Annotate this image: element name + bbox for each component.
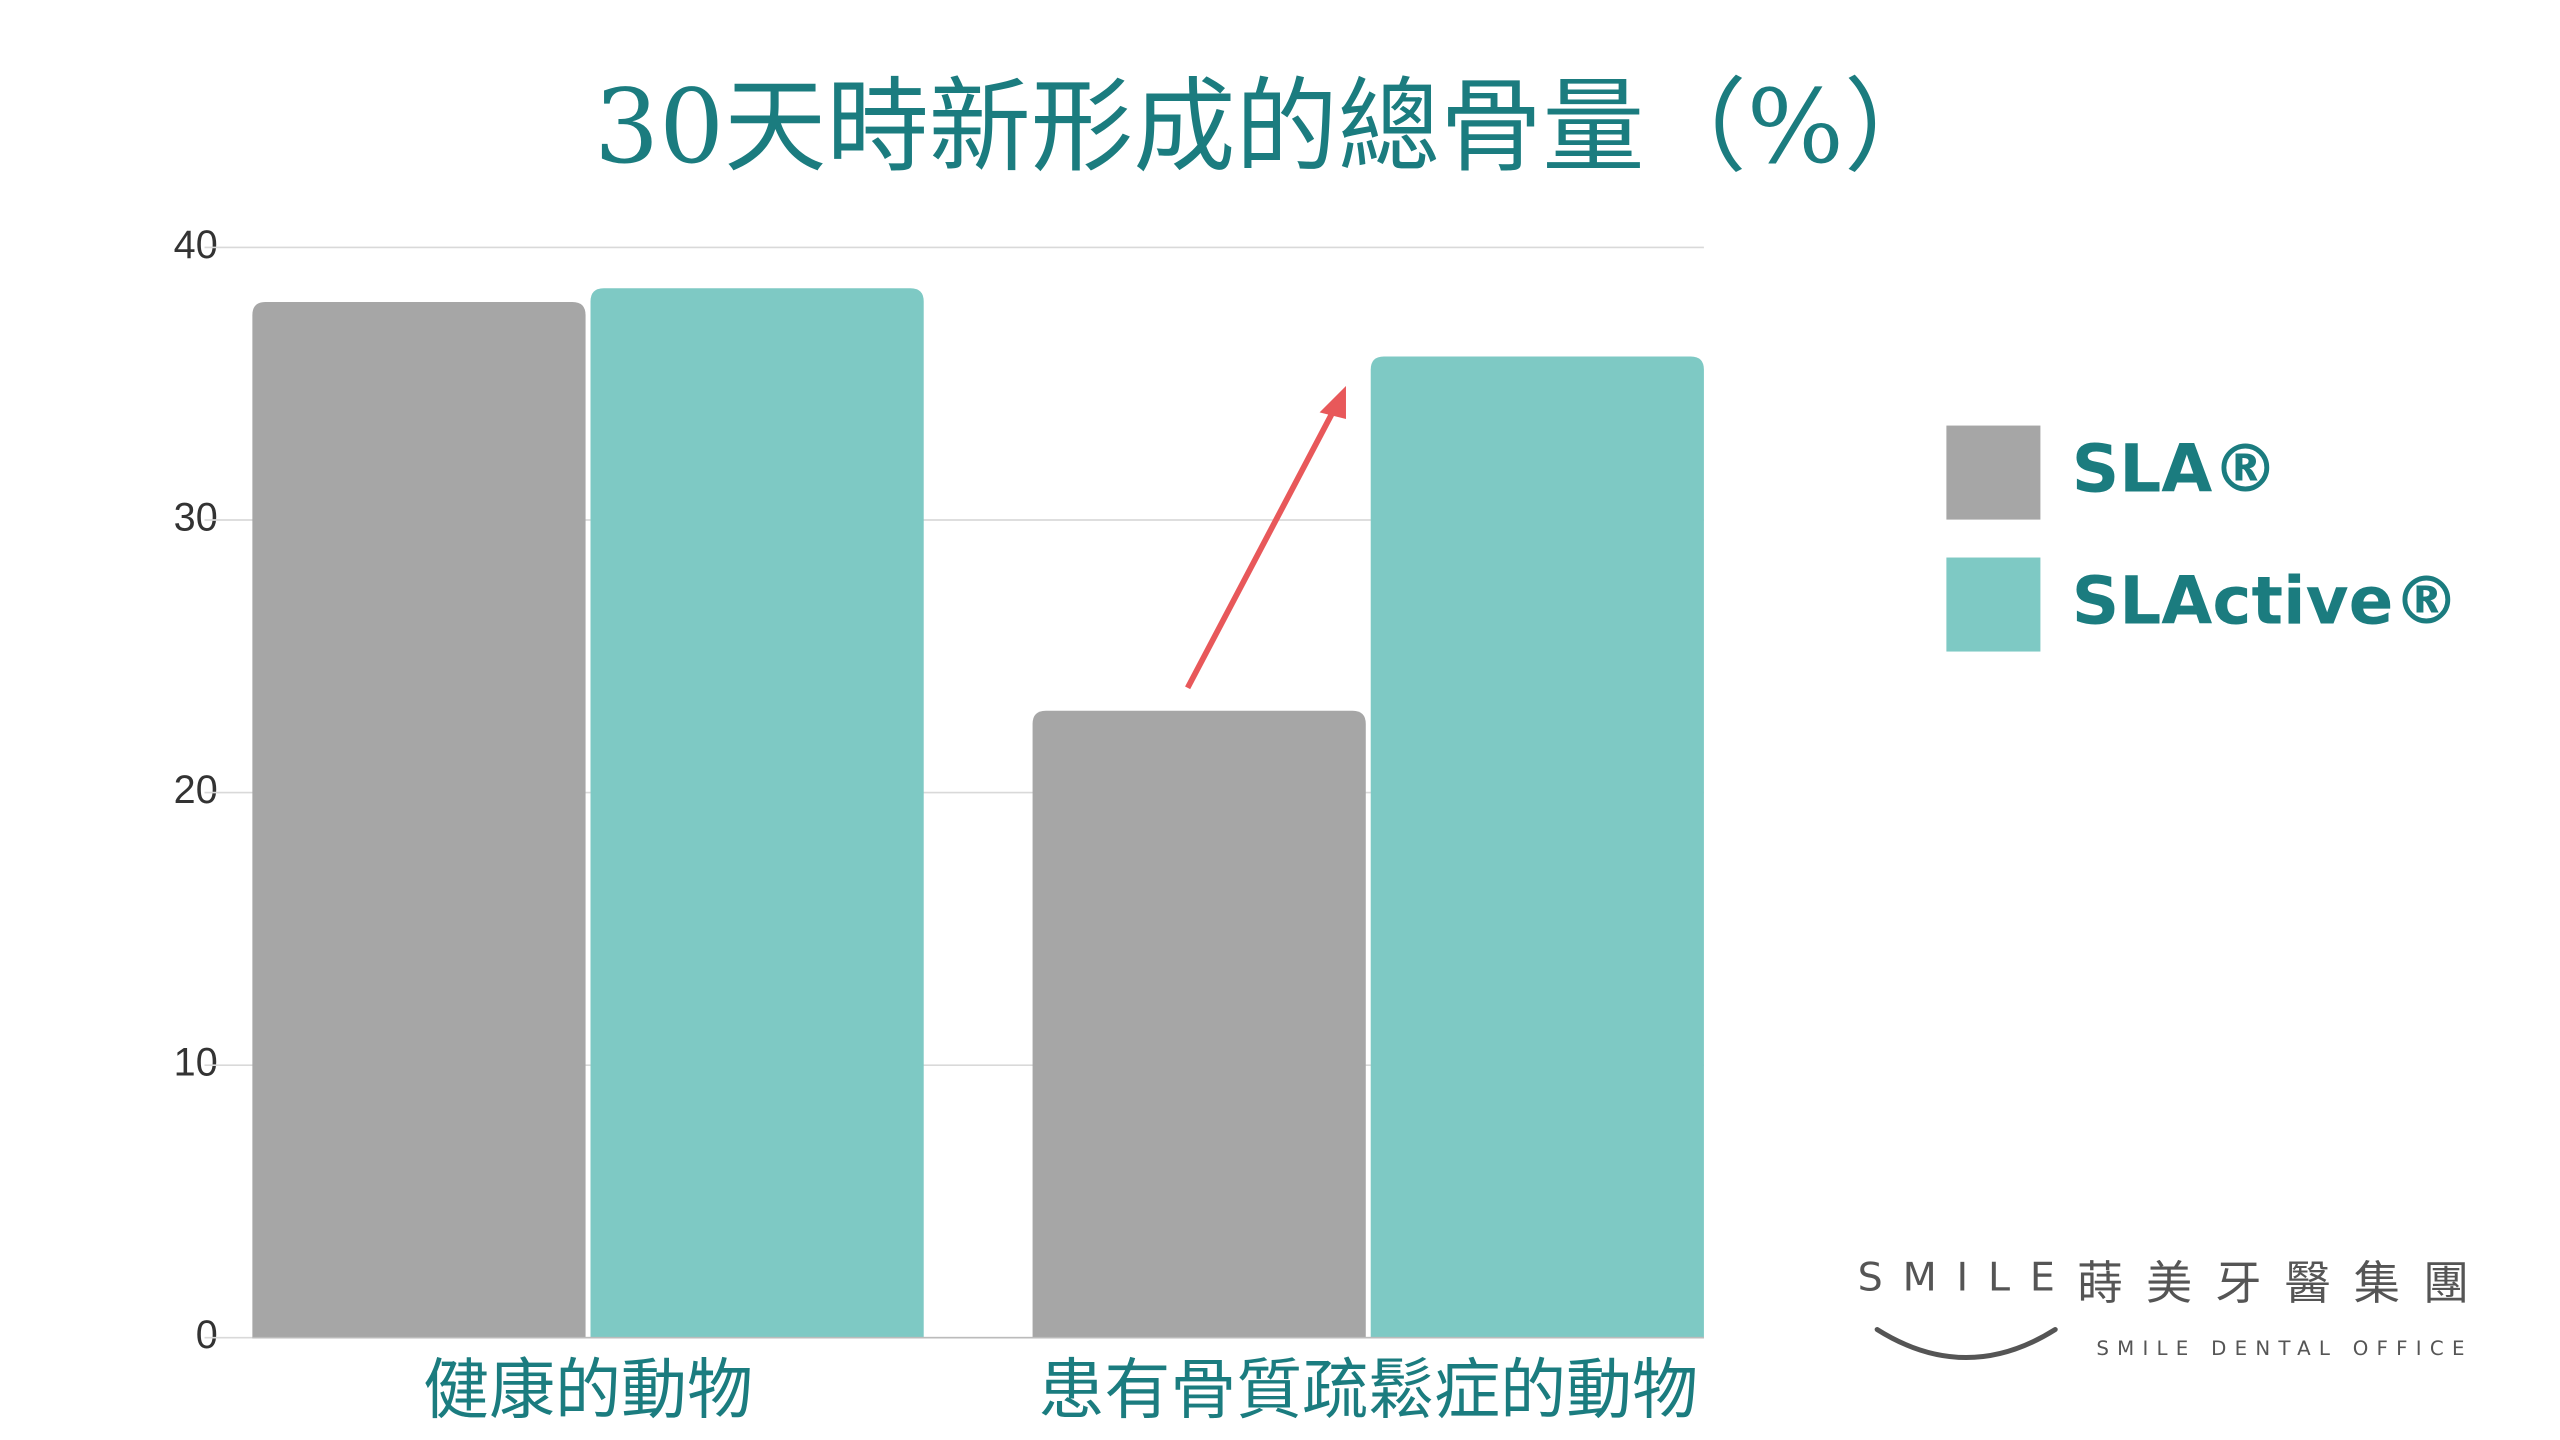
- bar: [1370, 356, 1704, 1338]
- logo-smile: [1874, 1327, 2058, 1360]
- arrow-head: [1319, 385, 1346, 419]
- arrow-line: [1185, 404, 1339, 690]
- legend-swatch: [1946, 425, 2041, 520]
- logo-brand: SMILE: [1858, 1255, 2075, 1301]
- legend-label: SLActive®: [2072, 562, 2460, 639]
- annotation-arrow: [1185, 385, 1346, 690]
- legend-swatch: [1946, 557, 2041, 652]
- bar: [252, 301, 586, 1338]
- y-tick-label: 20: [174, 768, 218, 812]
- bar: [1032, 710, 1366, 1338]
- logo: SMILE 蒔美牙醫集團 SMILE DENTAL OFFICE: [1858, 1255, 2493, 1360]
- y-tick-label: 40: [174, 223, 218, 267]
- y-tick-label: 0: [196, 1313, 218, 1357]
- chart-title: 30天時新形成的總骨量（%）: [594, 68, 1946, 187]
- bar: [590, 288, 924, 1338]
- logo-name: 蒔美牙醫集團: [2077, 1256, 2493, 1310]
- legend-label: SLA®: [2072, 430, 2279, 507]
- y-tick-label: 10: [174, 1041, 218, 1085]
- x-tick-label: 健康的動物: [423, 1351, 753, 1428]
- x-tick-label: 患有骨質疏鬆症的動物: [1038, 1351, 1698, 1428]
- y-tick-label: 30: [174, 495, 218, 539]
- logo-subtitle: SMILE DENTAL OFFICE: [2096, 1337, 2472, 1360]
